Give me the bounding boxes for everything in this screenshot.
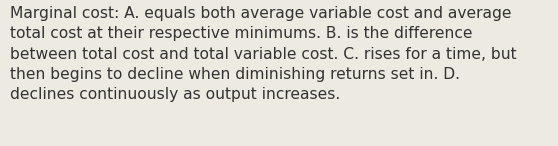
Text: Marginal cost: A. equals both average variable cost and average
total cost at th: Marginal cost: A. equals both average va… bbox=[10, 6, 517, 102]
